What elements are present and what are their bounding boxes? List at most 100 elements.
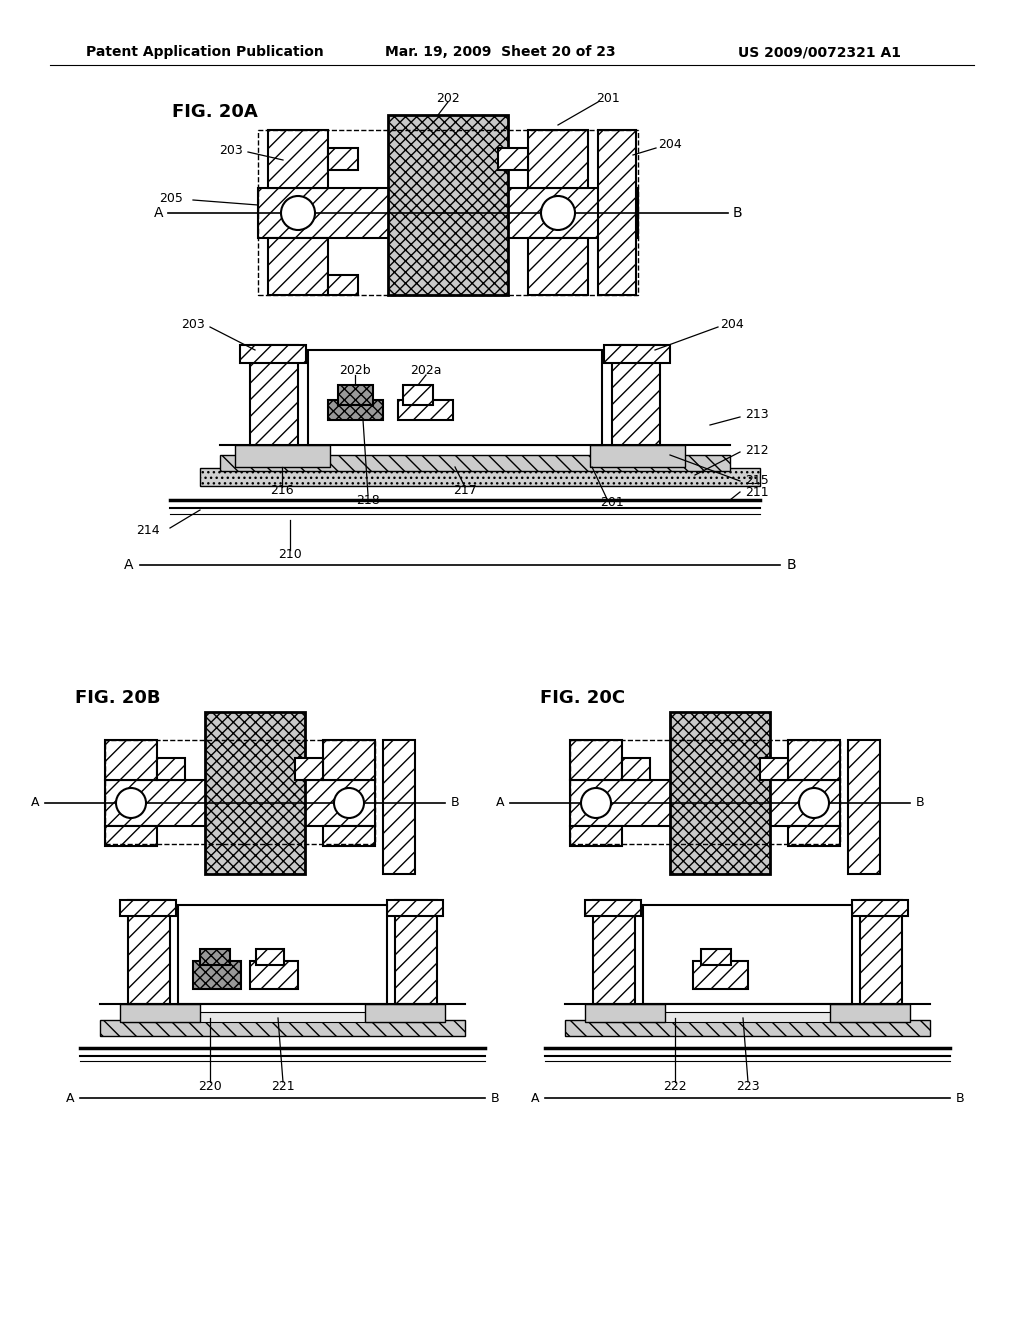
Bar	[570, 780, 840, 826]
Bar	[528, 238, 588, 294]
Text: A: A	[66, 1092, 74, 1105]
Text: B: B	[733, 206, 742, 220]
Bar	[395, 900, 437, 1005]
Circle shape	[541, 195, 575, 230]
Bar	[178, 906, 387, 1005]
Text: 220: 220	[198, 1080, 222, 1093]
Text: 212: 212	[745, 444, 769, 457]
Text: A: A	[31, 796, 39, 809]
Bar	[234, 445, 330, 467]
Text: A: A	[154, 206, 163, 220]
Text: 223: 223	[736, 1080, 760, 1093]
Bar	[570, 741, 622, 780]
Bar	[528, 129, 588, 187]
Text: Patent Application Publication: Patent Application Publication	[86, 45, 324, 59]
Bar	[701, 949, 731, 965]
Text: 216: 216	[270, 483, 294, 496]
Text: B: B	[956, 1092, 965, 1105]
Text: FIG. 20B: FIG. 20B	[75, 689, 161, 708]
Bar	[105, 741, 375, 843]
Text: 204: 204	[720, 318, 743, 331]
Bar	[383, 741, 415, 874]
Bar	[200, 469, 760, 486]
Bar	[604, 345, 670, 363]
Bar	[205, 711, 305, 874]
Text: 202b: 202b	[339, 364, 371, 378]
Text: B: B	[490, 1092, 500, 1105]
Bar	[598, 129, 636, 294]
Circle shape	[799, 788, 829, 818]
Bar	[585, 1005, 665, 1022]
Bar	[105, 741, 157, 780]
Bar	[295, 758, 323, 780]
Bar	[760, 758, 788, 780]
Text: B: B	[451, 796, 460, 809]
Bar	[643, 906, 852, 1005]
Bar	[323, 741, 375, 780]
Bar	[193, 961, 241, 989]
Bar	[120, 1005, 200, 1022]
Text: A: A	[124, 558, 133, 572]
Text: 202: 202	[436, 91, 460, 104]
Bar	[100, 1020, 465, 1036]
Text: 222: 222	[664, 1080, 687, 1093]
Text: 202a: 202a	[411, 364, 441, 378]
Bar	[565, 1020, 930, 1036]
Bar	[125, 1012, 440, 1022]
Text: FIG. 20C: FIG. 20C	[540, 689, 625, 708]
Circle shape	[116, 788, 146, 818]
Text: 214: 214	[136, 524, 160, 536]
Text: 201: 201	[596, 91, 620, 104]
Bar	[590, 445, 685, 467]
Text: A: A	[530, 1092, 539, 1105]
Bar	[570, 826, 622, 846]
Bar	[258, 187, 638, 238]
Bar	[120, 900, 176, 916]
Bar	[498, 148, 528, 170]
Bar	[788, 826, 840, 846]
Bar	[670, 711, 770, 874]
Bar	[338, 385, 373, 405]
Bar	[240, 345, 306, 363]
Bar	[268, 129, 328, 187]
Bar	[848, 741, 880, 874]
Bar	[788, 741, 840, 780]
Bar	[323, 826, 375, 846]
Circle shape	[581, 788, 611, 818]
Bar	[157, 758, 185, 780]
Bar	[250, 459, 710, 470]
Text: B: B	[787, 558, 797, 572]
Bar	[622, 758, 650, 780]
Bar	[398, 400, 453, 420]
Bar	[105, 780, 375, 826]
Text: 204: 204	[658, 139, 682, 152]
Bar	[105, 826, 157, 846]
Text: FIG. 20A: FIG. 20A	[172, 103, 258, 121]
Bar	[585, 900, 641, 916]
Text: 210: 210	[279, 549, 302, 561]
Bar	[328, 400, 383, 420]
Text: B: B	[916, 796, 925, 809]
Text: US 2009/0072321 A1: US 2009/0072321 A1	[738, 45, 901, 59]
Bar	[128, 900, 170, 1005]
Bar	[256, 949, 284, 965]
Text: 201: 201	[600, 496, 624, 510]
Bar	[612, 345, 660, 445]
Circle shape	[334, 788, 364, 818]
Text: 213: 213	[745, 408, 769, 421]
Bar	[258, 129, 638, 294]
Text: 203: 203	[219, 144, 243, 157]
Bar	[570, 741, 840, 843]
Text: 205: 205	[159, 191, 183, 205]
Bar	[403, 385, 433, 405]
Bar	[388, 115, 508, 294]
Bar	[328, 148, 358, 170]
Text: 218: 218	[356, 494, 380, 507]
Bar	[590, 1012, 905, 1022]
Bar	[693, 961, 748, 989]
Bar	[365, 1005, 445, 1022]
Bar	[860, 900, 902, 1005]
Text: 221: 221	[271, 1080, 295, 1093]
Text: A: A	[496, 796, 504, 809]
Bar	[250, 345, 298, 445]
